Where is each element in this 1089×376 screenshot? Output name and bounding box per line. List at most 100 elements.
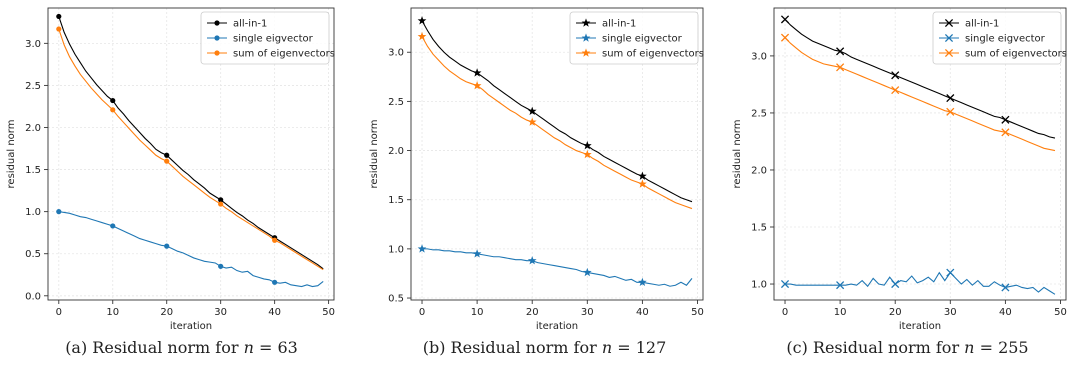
plot-frame — [773, 7, 1067, 301]
x-tick-label: 50 — [1054, 307, 1067, 318]
caption-b-prefix: (b) Residual norm for — [422, 338, 602, 357]
x-tick-label: 0 — [56, 307, 62, 318]
y-tick-label: 3.0 — [751, 51, 767, 62]
legend-box — [932, 11, 1062, 65]
x-tick-label: 40 — [268, 307, 281, 318]
caption-a-prefix: (a) Residual norm for — [65, 338, 244, 357]
data-point-2 — [582, 149, 592, 159]
data-point-0 — [836, 47, 845, 56]
data-point-0 — [891, 71, 900, 80]
data-point-1 — [56, 209, 62, 215]
y-axis-label: residual norm — [6, 120, 17, 189]
x-axis-label: iteration — [536, 321, 578, 330]
caption-a-var: n — [243, 338, 254, 357]
y-tick-label: 1.0 — [25, 207, 41, 218]
data-point-0 — [946, 94, 955, 103]
x-tick-label: 20 — [160, 307, 173, 318]
data-point-2 — [891, 86, 900, 95]
data-point-1 — [472, 249, 482, 258]
data-point-0 — [527, 106, 537, 115]
x-tick-label: 50 — [322, 307, 335, 318]
y-tick-label: 0.5 — [388, 294, 404, 305]
legend-label-1: single eigvector — [965, 34, 1046, 45]
y-tick-label: 1.5 — [751, 223, 767, 234]
caption-b: (b) Residual norm for n = 127 — [363, 338, 726, 357]
series-line-2 — [58, 28, 324, 271]
data-point-1 — [1001, 283, 1010, 292]
data-point-2 — [638, 179, 647, 188]
x-tick-label: 20 — [526, 307, 539, 318]
caption-a-rest: = 63 — [253, 338, 298, 357]
data-point-1 — [164, 243, 170, 249]
caption-c-rest: = 255 — [974, 338, 1029, 357]
x-tick-label: 0 — [782, 307, 788, 318]
y-tick-label: 3.0 — [388, 48, 404, 59]
data-point-1 — [218, 263, 224, 269]
y-tick-label: 1.5 — [25, 165, 41, 176]
data-point-0 — [417, 16, 427, 25]
series-line-1 — [785, 271, 1056, 295]
y-tick-label: 0.5 — [25, 249, 41, 260]
y-tick-label: 2.5 — [751, 108, 767, 119]
legend-marker-0 — [214, 20, 220, 26]
chart-c: 0 10 20 30 40 50 1.0 1.5 2.0 2.5 3.0 iteration resid… — [732, 7, 1067, 330]
data-point-0 — [110, 97, 116, 104]
x-tick-label: 40 — [636, 307, 649, 318]
caption-c-var: n — [964, 338, 975, 357]
x-tick-label: 30 — [214, 307, 227, 318]
legend-label-2: sum of eigenvectors — [602, 49, 704, 60]
x-axis-label: iteration — [899, 321, 941, 330]
legend-marker-1 — [214, 35, 220, 41]
series-line-1 — [58, 211, 324, 288]
series-line-0 — [784, 19, 1056, 139]
caption-b-var: n — [601, 338, 613, 357]
y-tick-label: 2.0 — [388, 146, 404, 157]
data-point-0 — [582, 141, 592, 150]
data-point-2 — [472, 81, 482, 90]
legend-label-1: single eigvector — [233, 34, 314, 45]
caption-c-prefix: (c) Residual norm for — [786, 338, 965, 357]
legend-label-2: sum of eigenvectors — [233, 49, 335, 60]
data-point-1 — [527, 256, 537, 265]
y-tick-label: 1.5 — [388, 195, 404, 206]
x-tick-label: 30 — [581, 307, 594, 318]
chart-panel-b: 0 10 20 30 40 50 0.5 1.0 1.5 2.0 2.5 3.0 iteration re… — [363, 0, 726, 376]
data-point-0 — [638, 171, 647, 180]
data-point-0 — [218, 197, 224, 203]
y-tick-label: 2.0 — [25, 123, 41, 134]
data-point-1 — [946, 268, 955, 277]
y-tick-label: 3.0 — [25, 39, 41, 50]
legend-label-0: all-in-1 — [965, 19, 999, 30]
data-point-2 — [164, 158, 170, 164]
x-tick-label: 10 — [834, 307, 847, 318]
data-point-2 — [527, 117, 537, 126]
caption-c: (c) Residual norm for n = 255 — [726, 338, 1089, 357]
data-point-2 — [1001, 128, 1010, 137]
plot-frame — [47, 7, 335, 301]
legend-box — [200, 11, 330, 65]
x-tick-label: 40 — [999, 307, 1012, 318]
y-tick-label: 2.5 — [388, 97, 404, 108]
x-tick-label: 10 — [106, 307, 119, 318]
x-tick-label: 0 — [419, 307, 425, 318]
x-axis-label: iteration — [170, 321, 212, 330]
data-point-2 — [56, 26, 62, 32]
series-line-1 — [422, 248, 693, 287]
y-tick-label: 1.0 — [388, 244, 404, 255]
caption-a: (a) Residual norm for n = 63 — [0, 338, 363, 357]
data-point-2 — [836, 63, 845, 72]
x-tick-label: 50 — [691, 307, 704, 318]
y-tick-label: 2.5 — [25, 81, 41, 92]
y-axis-label: residual norm — [369, 120, 380, 189]
plot-frame — [410, 7, 704, 301]
data-point-1 — [582, 267, 592, 277]
data-point-2 — [780, 33, 790, 42]
data-point-1 — [638, 277, 647, 287]
series-line-2 — [784, 37, 1056, 152]
data-point-1 — [836, 281, 845, 290]
x-tick-label: 20 — [889, 307, 902, 318]
data-point-1 — [272, 279, 278, 285]
chart-b: 0 10 20 30 40 50 0.5 1.0 1.5 2.0 2.5 3.0 iteration re… — [369, 7, 704, 330]
legend-marker-1 — [944, 33, 954, 43]
legend-marker-2 — [214, 50, 220, 56]
